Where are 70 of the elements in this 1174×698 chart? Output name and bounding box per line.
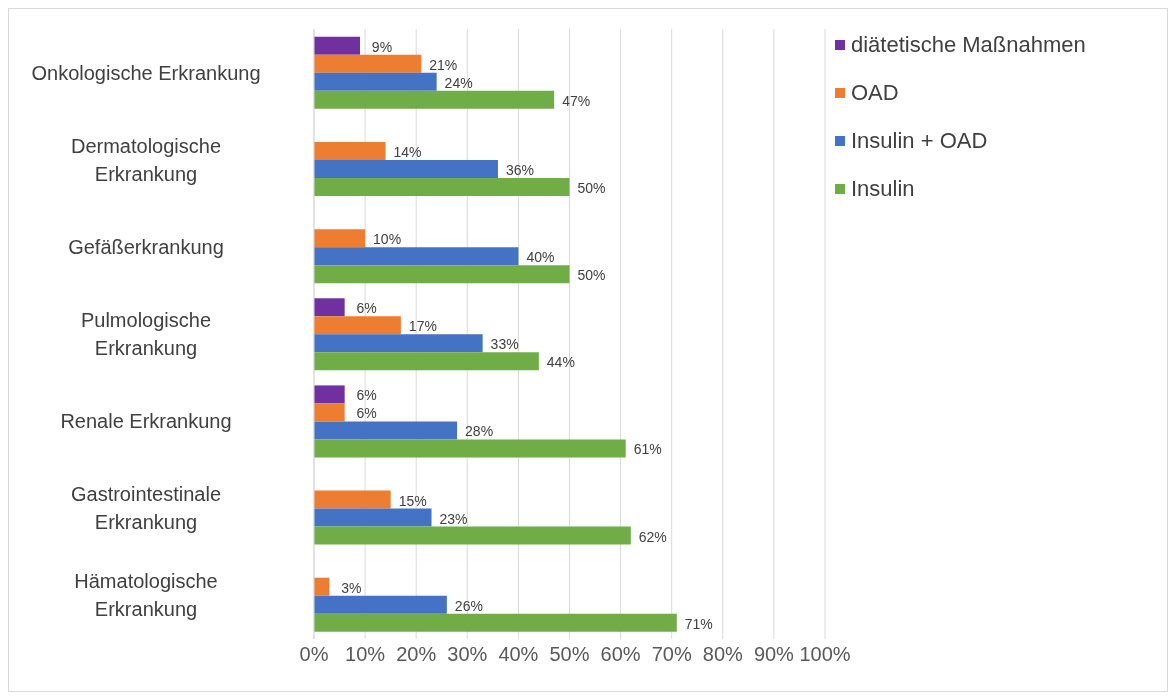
data-label: 6%	[356, 387, 377, 404]
bar	[314, 298, 345, 317]
x-tick-label: 0%	[299, 643, 329, 666]
x-tick-label: 60%	[600, 643, 641, 666]
legend-label: OAD	[851, 80, 899, 106]
data-label: 71%	[684, 615, 713, 632]
x-tick-label: 100%	[799, 643, 851, 666]
bar	[314, 229, 366, 248]
y-tick-label: Hämatologische Erkrankung	[74, 570, 218, 621]
data-label: 6%	[356, 300, 377, 317]
data-label: 61%	[633, 441, 662, 458]
bar	[314, 403, 345, 422]
bar	[314, 36, 360, 55]
data-label: 50%	[577, 179, 606, 196]
data-label: 21%	[429, 56, 458, 73]
x-tick-label: 40%	[498, 643, 539, 666]
bar	[314, 90, 555, 109]
x-tick-label: 70%	[651, 643, 692, 666]
data-label: 3%	[341, 579, 362, 596]
bar	[314, 595, 447, 614]
bar	[314, 508, 432, 527]
data-label: 23%	[439, 510, 468, 527]
x-tick-label: 80%	[702, 643, 744, 666]
legend-label: diätetische Maßnahmen	[851, 32, 1086, 58]
bar	[314, 141, 386, 160]
y-tick-label: Renale Erkrankung	[60, 410, 232, 433]
bar	[314, 265, 570, 284]
bar	[314, 54, 422, 73]
data-label: 9%	[371, 38, 393, 55]
y-tick-label: Pulmologische Erkrankung	[80, 309, 212, 359]
data-label: 44%	[546, 354, 575, 371]
bar	[314, 385, 345, 404]
data-label: 15%	[398, 492, 427, 509]
bar	[314, 352, 539, 371]
y-tick-label: Gastrointestinale Erkrankung	[70, 483, 222, 534]
data-label: 26%	[454, 597, 483, 614]
data-label: 47%	[562, 92, 591, 109]
bar	[314, 526, 631, 545]
data-label: 33%	[490, 336, 519, 353]
bar	[314, 72, 437, 91]
data-label: 6%	[356, 405, 377, 422]
data-label: 62%	[638, 528, 667, 545]
bar	[314, 577, 330, 596]
y-tick-label: Dermatologische Erkrankung	[70, 134, 222, 185]
data-label: 40%	[526, 249, 555, 266]
x-tick-label: 30%	[447, 643, 488, 666]
bar	[314, 159, 498, 178]
bar	[314, 177, 570, 196]
data-label: 36%	[505, 161, 534, 178]
bar	[314, 247, 519, 266]
bar	[314, 613, 677, 632]
bar	[314, 316, 401, 335]
x-tick-label: 20%	[396, 643, 437, 666]
y-tick-label: Gefäßerkrankung	[68, 235, 224, 258]
data-label: 10%	[373, 231, 402, 248]
x-tick-label: 10%	[345, 643, 386, 666]
data-label: 14%	[393, 143, 422, 160]
data-label: 28%	[465, 423, 494, 440]
bar	[314, 334, 483, 353]
legend-label: Insulin	[851, 176, 915, 202]
legend-label: Insulin + OAD	[851, 128, 988, 154]
x-tick-label: 90%	[753, 643, 795, 666]
bar	[314, 439, 626, 458]
x-tick-label: 50%	[549, 643, 590, 666]
data-label: 50%	[577, 267, 606, 284]
data-label: 24%	[444, 74, 473, 91]
y-tick-label: Onkologische Erkrankung	[31, 61, 261, 84]
bar	[314, 490, 391, 509]
bar	[314, 421, 458, 440]
data-label: 17%	[408, 318, 437, 335]
